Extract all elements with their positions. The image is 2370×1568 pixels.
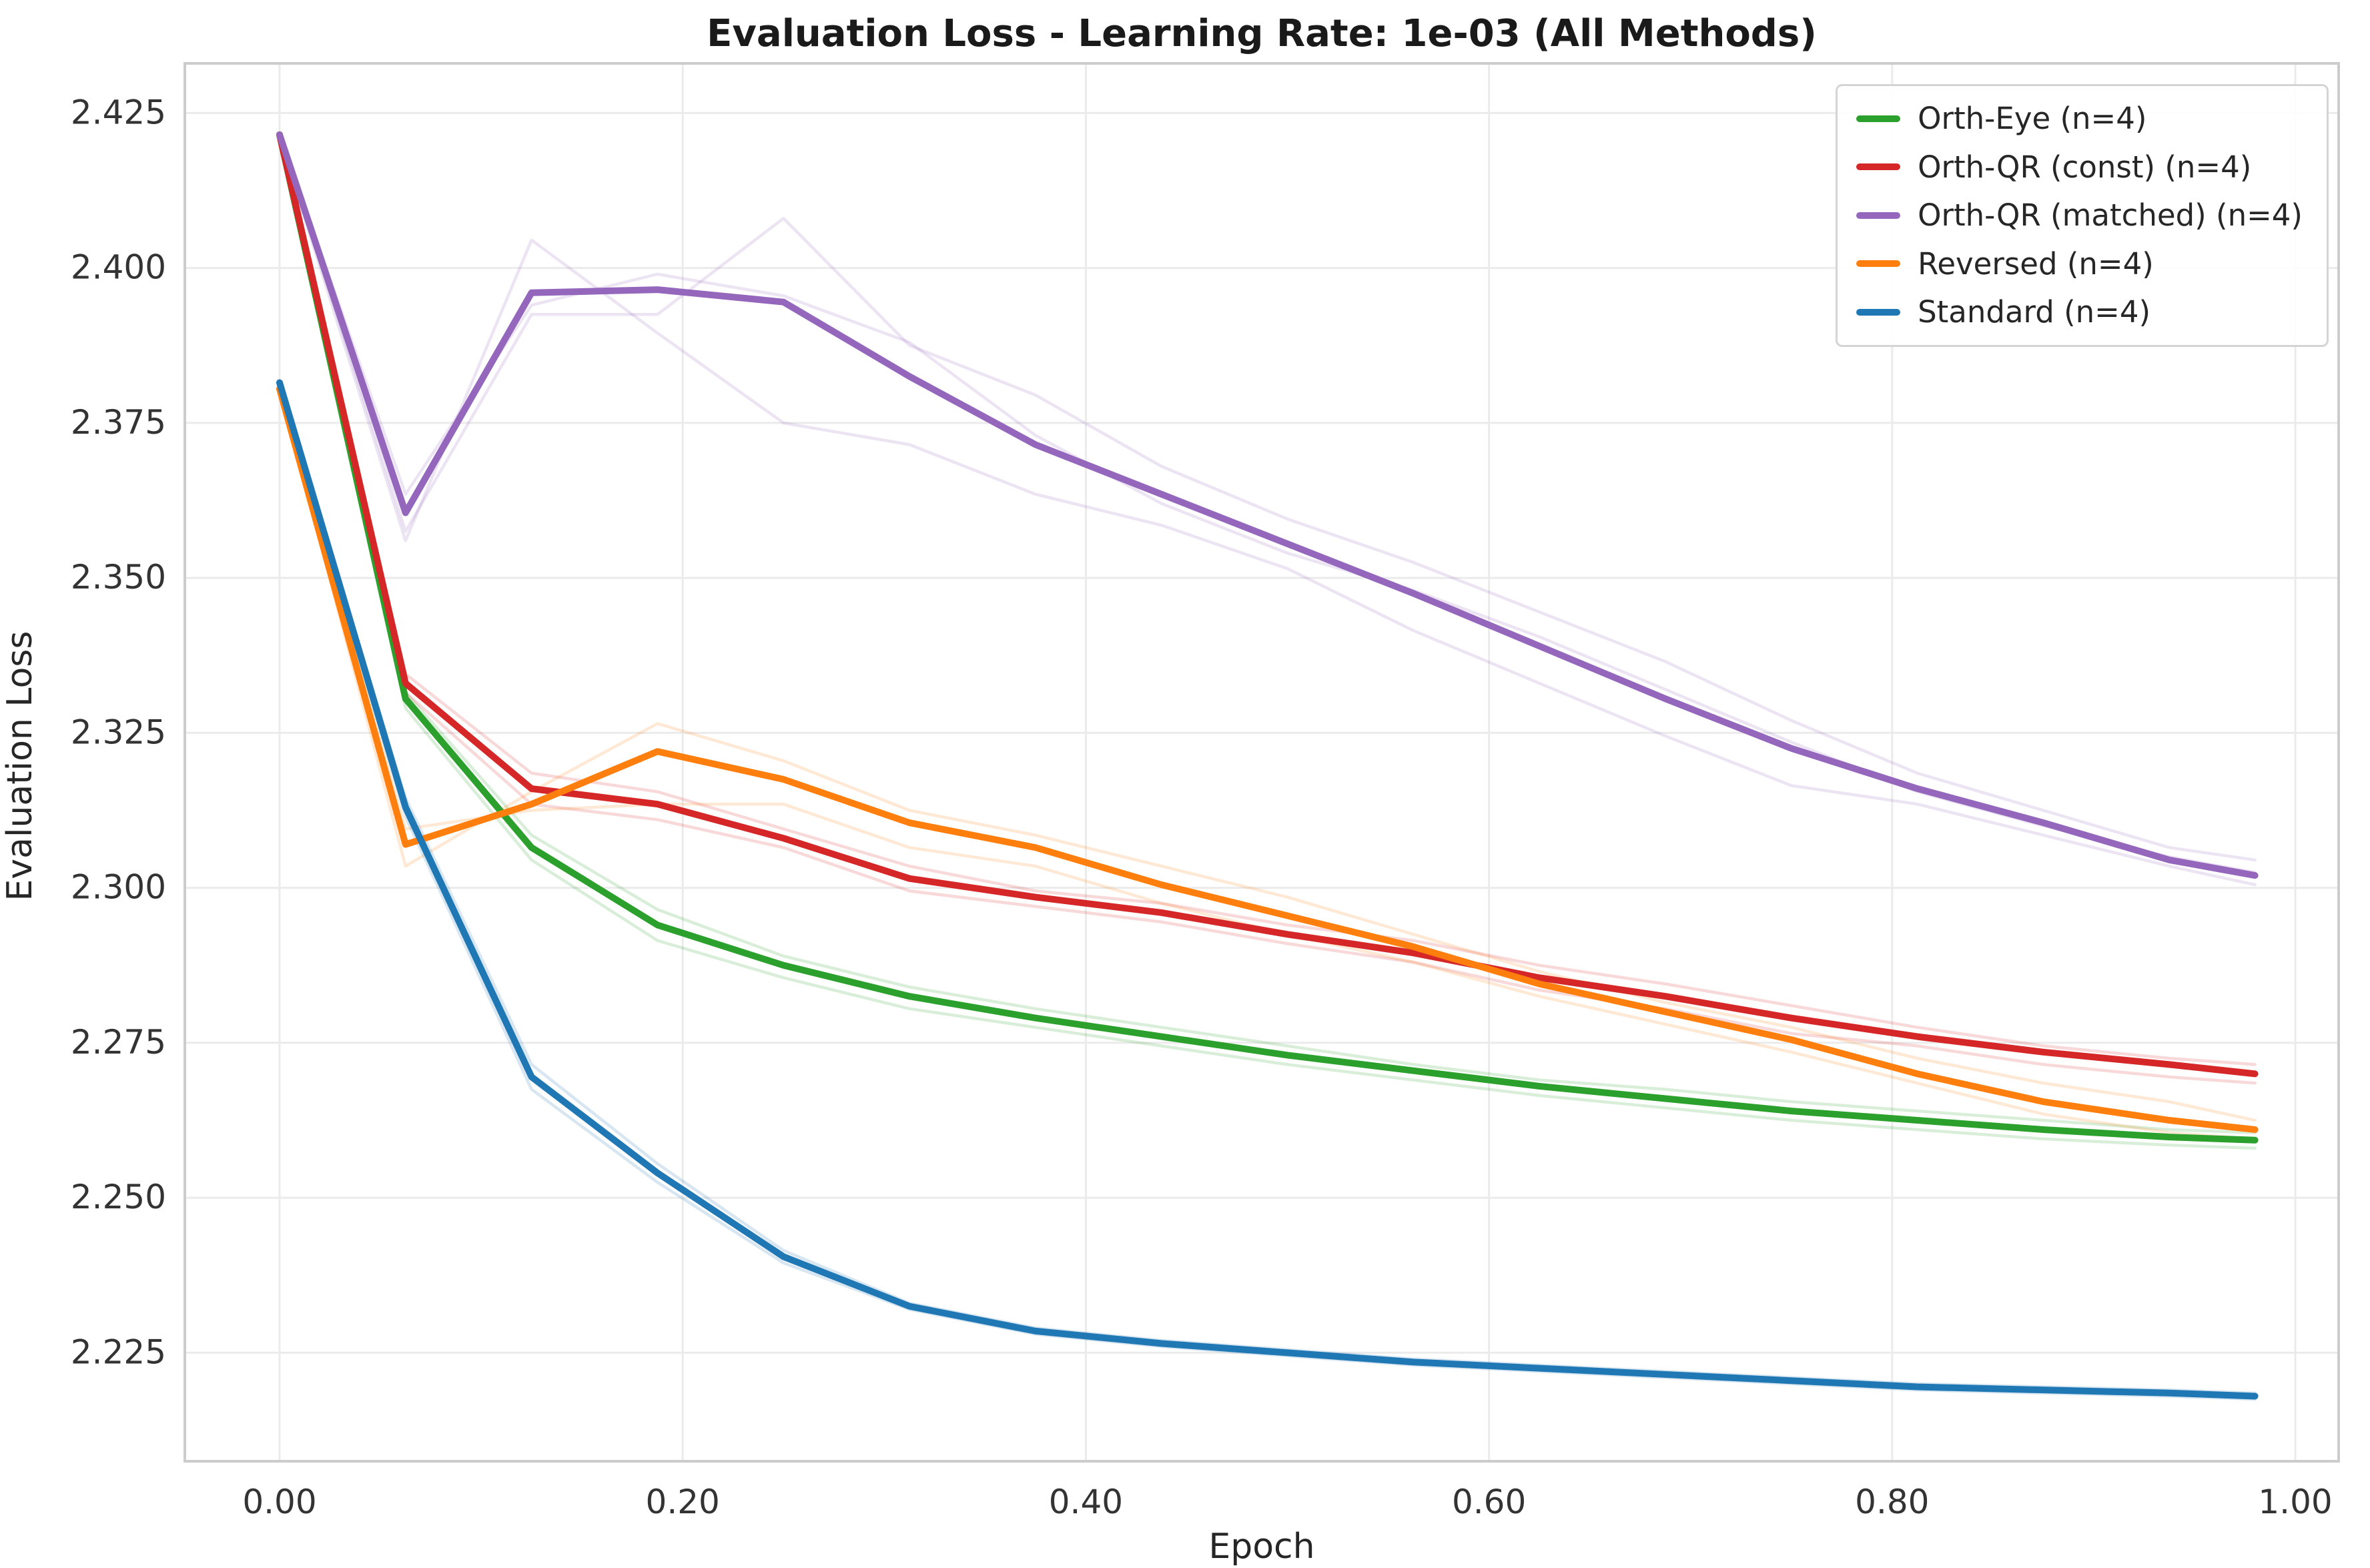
legend: Orth-Eye (n=4) Orth-QR (const) (n=4) Orth-… xyxy=(1836,84,2329,347)
y-tick-label: 2.250 xyxy=(71,1178,166,1216)
y-axis-label: Evaluation Loss xyxy=(0,631,40,901)
legend-label: Standard (n=4) xyxy=(1918,294,2151,330)
plot-border xyxy=(183,62,2340,1463)
legend-swatch xyxy=(1856,260,1901,268)
series-mean-line xyxy=(276,385,2259,1133)
x-tick-label: 1.00 xyxy=(2258,1483,2332,1521)
legend-swatch xyxy=(1856,115,1901,122)
series-mean-line xyxy=(276,379,2259,1400)
legend-swatch xyxy=(1856,308,1901,316)
series-mean-line xyxy=(276,131,2259,1144)
y-tick-label: 2.425 xyxy=(71,93,166,131)
series-run-line xyxy=(278,133,2257,862)
series-run-line xyxy=(278,133,2257,1134)
legend-swatch xyxy=(1856,212,1901,219)
series-run-line xyxy=(278,387,2257,1122)
series-run-line xyxy=(278,133,2257,1150)
y-tick-label: 2.375 xyxy=(71,403,166,442)
legend-item: Orth-Eye (n=4) xyxy=(1856,102,2303,135)
legend-label: Orth-QR (const) (n=4) xyxy=(1918,149,2252,185)
legend-swatch xyxy=(1856,163,1901,171)
y-tick-label: 2.300 xyxy=(71,868,166,907)
x-axis-label: Epoch xyxy=(1208,1527,1315,1567)
series-mean-line xyxy=(276,131,2259,879)
legend-item: Orth-QR (matched) (n=4) xyxy=(1856,199,2303,232)
legend-item: Reversed (n=4) xyxy=(1856,246,2303,282)
x-tick-label: 0.00 xyxy=(242,1483,316,1521)
legend-item: Standard (n=4) xyxy=(1856,296,2303,329)
series-mean-line xyxy=(276,131,2259,1078)
y-tick-label: 2.400 xyxy=(71,248,166,287)
legend-label: Orth-QR (matched) (n=4) xyxy=(1918,198,2303,233)
legend-label: Orth-Eye (n=4) xyxy=(1918,101,2147,136)
y-tick-label: 2.350 xyxy=(71,558,166,597)
series-run-line xyxy=(278,133,2257,1085)
y-tick-label: 2.275 xyxy=(71,1023,166,1062)
chart-title: Evaluation Loss - Learning Rate: 1e-03 (… xyxy=(707,12,1817,55)
series-run-line xyxy=(278,136,2257,887)
x-tick-label: 0.40 xyxy=(1049,1483,1123,1521)
legend-item: Orth-QR (const) (n=4) xyxy=(1856,149,2303,185)
x-tick-label: 0.80 xyxy=(1855,1483,1929,1521)
x-tick-label: 0.20 xyxy=(646,1483,720,1521)
y-tick-label: 2.325 xyxy=(71,713,166,751)
series-run-line xyxy=(278,133,2257,1066)
legend-label: Reversed (n=4) xyxy=(1918,246,2154,282)
y-tick-label: 2.225 xyxy=(71,1332,166,1371)
x-tick-label: 0.60 xyxy=(1452,1483,1526,1521)
